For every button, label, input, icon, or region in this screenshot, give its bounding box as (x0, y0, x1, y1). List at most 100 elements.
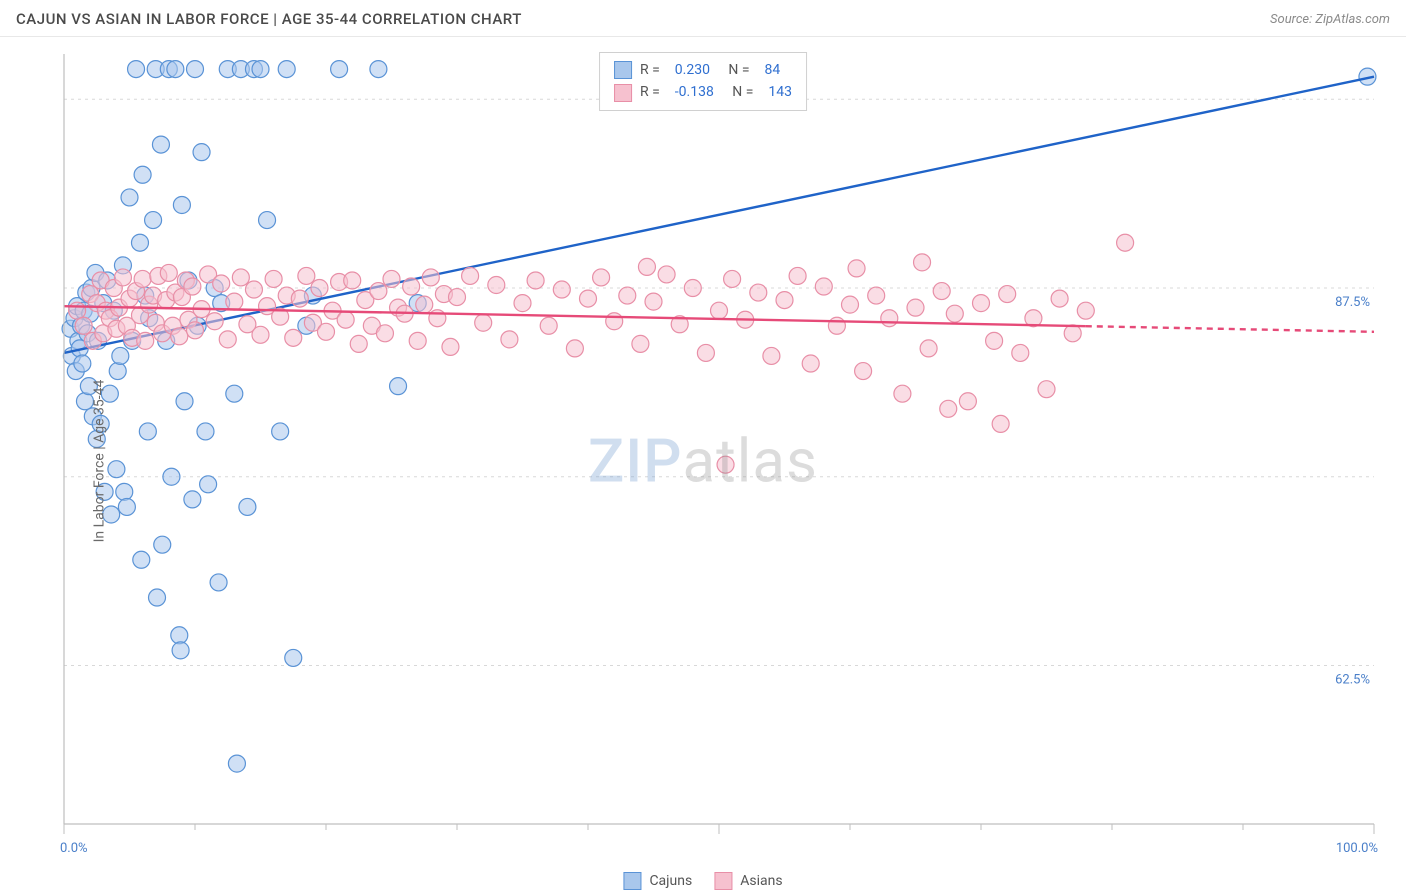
data-point (171, 627, 188, 644)
swatch (623, 872, 641, 890)
r-label: R = (640, 59, 663, 81)
data-point (566, 340, 583, 357)
data-point (167, 61, 184, 78)
data-point (449, 289, 466, 306)
data-point (154, 536, 171, 553)
data-point (593, 269, 610, 286)
data-point (187, 322, 204, 339)
trend-line-dashed (1086, 326, 1374, 332)
data-point (409, 332, 426, 349)
scatter-chart: 62.5%87.5%0.0%100.0% (14, 44, 1392, 878)
data-point (658, 266, 675, 283)
swatch (614, 61, 632, 79)
data-point (219, 331, 236, 348)
data-point (999, 286, 1016, 303)
data-point (74, 355, 91, 372)
data-point (697, 344, 714, 361)
data-point (197, 423, 214, 440)
data-point (1038, 381, 1055, 398)
data-point (514, 295, 531, 312)
r-value: 0.230 (671, 59, 710, 81)
data-point (390, 378, 407, 395)
data-point (134, 166, 151, 183)
data-point (422, 269, 439, 286)
x-tick-label: 0.0% (60, 841, 88, 856)
data-point (1117, 234, 1134, 251)
data-point (802, 355, 819, 372)
data-point (1064, 325, 1081, 342)
data-point (881, 310, 898, 327)
data-point (868, 287, 885, 304)
data-point (416, 296, 433, 313)
data-point (376, 325, 393, 342)
data-point (187, 61, 204, 78)
data-point (331, 61, 348, 78)
stats-row: R = -0.138 N = 143 (614, 81, 792, 103)
data-point (848, 260, 865, 277)
data-point (776, 292, 793, 309)
y-tick-label: 87.5% (1335, 295, 1370, 310)
data-point (855, 363, 872, 380)
data-point (171, 328, 188, 345)
data-point (121, 189, 138, 206)
data-point (239, 498, 256, 515)
data-point (403, 278, 420, 295)
legend-label: Asians (740, 873, 782, 889)
data-point (184, 278, 201, 295)
data-point (184, 491, 201, 508)
data-point (580, 290, 597, 307)
data-point (318, 323, 335, 340)
data-point (1077, 302, 1094, 319)
data-point (232, 269, 249, 286)
data-point (350, 335, 367, 352)
data-point (540, 317, 557, 334)
data-point (213, 275, 230, 292)
data-point (139, 423, 156, 440)
data-point (114, 269, 131, 286)
data-point (933, 283, 950, 300)
source-label: Source: ZipAtlas.com (1270, 12, 1390, 27)
data-point (973, 295, 990, 312)
data-point (553, 281, 570, 298)
data-point (133, 551, 150, 568)
r-label: R = (640, 81, 663, 103)
data-point (298, 267, 315, 284)
legend-item: Asians (714, 872, 782, 890)
data-point (108, 461, 125, 478)
data-point (907, 299, 924, 316)
chart-title: CAJUN VS ASIAN IN LABOR FORCE | AGE 35-4… (16, 10, 522, 28)
data-point (828, 317, 845, 334)
data-point (370, 283, 387, 300)
r-value: -0.138 (671, 81, 714, 103)
data-point (210, 574, 227, 591)
data-point (128, 61, 145, 78)
data-point (711, 302, 728, 319)
data-point (606, 313, 623, 330)
data-point (501, 331, 518, 348)
data-point (176, 393, 193, 410)
data-point (152, 136, 169, 153)
data-point (131, 234, 148, 251)
data-point (118, 498, 135, 515)
data-point (632, 335, 649, 352)
n-value: 143 (765, 81, 792, 103)
data-point (940, 400, 957, 417)
data-point (842, 296, 859, 313)
n-label: N = (722, 81, 757, 103)
data-point (311, 280, 328, 297)
n-label: N = (718, 59, 753, 81)
data-point (946, 305, 963, 322)
y-axis-label: In Labor Force | Age 35-44 (91, 380, 107, 543)
data-point (134, 270, 151, 287)
series-legend: CajunsAsians (623, 872, 782, 890)
data-point (383, 270, 400, 287)
stats-row: R = 0.230 N = 84 (614, 59, 792, 81)
data-point (265, 270, 282, 287)
data-point (475, 314, 492, 331)
data-point (914, 254, 931, 271)
data-point (527, 272, 544, 289)
data-point (724, 270, 741, 287)
data-point (619, 287, 636, 304)
x-tick-label: 100.0% (1336, 841, 1378, 856)
n-value: 84 (761, 59, 780, 81)
